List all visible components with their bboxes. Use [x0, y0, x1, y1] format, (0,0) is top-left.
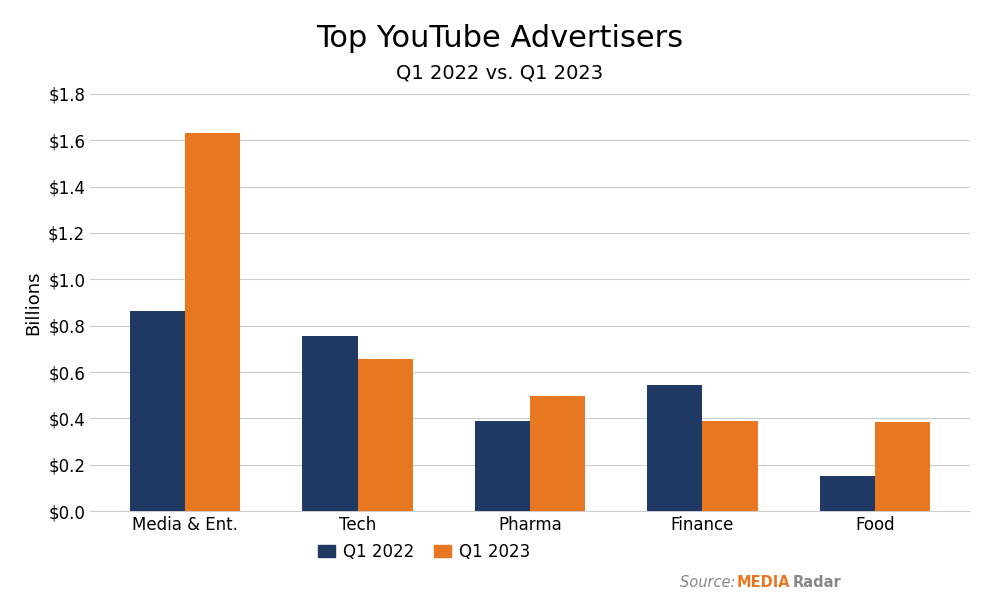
Bar: [185, 133, 240, 511]
Bar: [820, 477, 875, 511]
Text: Radar: Radar: [793, 575, 842, 590]
Text: Top YouTube Advertisers: Top YouTube Advertisers: [316, 24, 684, 53]
Bar: [130, 310, 185, 511]
Text: Q1 2022 vs. Q1 2023: Q1 2022 vs. Q1 2023: [396, 64, 604, 82]
Text: Source:: Source:: [680, 575, 740, 590]
Legend: Q1 2022, Q1 2023: Q1 2022, Q1 2023: [311, 536, 537, 567]
Bar: [647, 385, 702, 511]
Bar: [875, 422, 930, 511]
Bar: [475, 421, 530, 511]
Text: MEDIA: MEDIA: [737, 575, 791, 590]
Bar: [530, 396, 585, 511]
Bar: [702, 421, 758, 511]
Bar: [358, 359, 413, 511]
Y-axis label: Billions: Billions: [24, 270, 42, 335]
Bar: [302, 336, 358, 511]
